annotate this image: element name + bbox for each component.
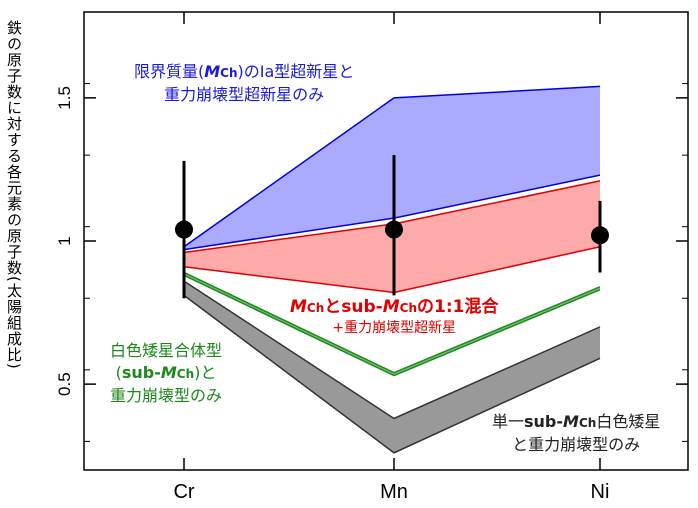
annotation-ch-subscript: Ch xyxy=(578,416,597,430)
band-upper-line xyxy=(183,85,601,248)
annotation-mch-line2: 重力崩壊型超新星のみ xyxy=(164,85,325,104)
annotation-merger-line2: (sub-MCh)と xyxy=(110,362,222,385)
annotation-mixed-line2: +重力崩壊型超新星 xyxy=(332,320,457,336)
y-tick-label: 1.5 xyxy=(55,86,74,110)
band-fill xyxy=(184,281,600,453)
annotation-m-symbol: M xyxy=(160,363,177,382)
annotation-mch-model: 限界質量(MCh)のIa型超新星と 重力崩壊型超新星のみ xyxy=(134,61,354,106)
annotation-ch-subscript: Ch xyxy=(176,367,195,381)
y-tick-label: 0.5 xyxy=(55,372,74,396)
model-bands xyxy=(183,85,601,454)
annotation-single-line2: と重力崩壊型のみ xyxy=(512,435,641,454)
data-point xyxy=(591,226,609,245)
band-lower-line xyxy=(183,274,601,377)
annotation-single-subch-model: 単一sub-MCh白色矮星 と重力崩壊型のみ xyxy=(492,411,660,456)
annotation-ch-subscript: Ch xyxy=(306,301,325,315)
annotation-m-symbol: M xyxy=(204,62,221,81)
annotation-text: とsub- xyxy=(324,297,383,317)
annotation-m-symbol: M xyxy=(382,297,400,317)
annotation-text: 単一 xyxy=(492,412,525,431)
band-upper-line xyxy=(183,280,601,420)
annotation-text: ( xyxy=(115,363,122,382)
x-tick-label: Cr xyxy=(173,481,194,503)
band-lower-line xyxy=(183,294,601,454)
annotation-text: 限界質量( xyxy=(134,62,205,81)
annotation-ch-subscript: Ch xyxy=(399,301,418,315)
annotation-mixed-line1: MChとsub-MChの1:1混合 xyxy=(290,296,498,319)
annotation-single-line1: 単一sub-MCh白色矮星 xyxy=(492,411,660,434)
annotation-text: )のIa型超新星と xyxy=(237,62,355,81)
observed-points xyxy=(175,155,609,299)
annotation-text: sub- xyxy=(121,363,161,382)
annotation-merger-line1: 白色矮星合体型 xyxy=(110,341,223,360)
y-axis-label: 鉄の原子数に対する各元素の原子数(太陽組成比) xyxy=(5,20,23,370)
x-tick-label: Ni xyxy=(591,481,610,503)
annotation-text: sub- xyxy=(524,412,564,431)
y-tick-label: 1 xyxy=(55,236,74,245)
band-fill xyxy=(184,86,600,250)
annotation-m-symbol: M xyxy=(290,297,307,317)
annotation-mch-line1: 限界質量(MCh)のIa型超新星と xyxy=(134,61,354,84)
annotation-mixed-model: MChとsub-MChの1:1混合 +重力崩壊型超新星 xyxy=(290,296,498,337)
annotation-ch-subscript: Ch xyxy=(220,66,238,80)
x-tick-label: Mn xyxy=(380,481,408,503)
data-point xyxy=(175,220,193,239)
annotation-text: )と xyxy=(194,363,217,382)
data-point xyxy=(385,220,403,239)
annotation-text: 白色矮星 xyxy=(596,412,661,431)
annotation-merger-line3: 重力崩壊型のみ xyxy=(110,386,223,405)
annotation-merger-model: 白色矮星合体型 (sub-MCh)と 重力崩壊型のみ xyxy=(110,340,222,407)
annotation-m-symbol: M xyxy=(563,412,579,431)
band-upper-line xyxy=(183,271,601,374)
axis-ticks: 0.5 1 1.5 Cr Mn Ni xyxy=(55,12,688,503)
annotation-text: の1:1混合 xyxy=(417,297,499,317)
